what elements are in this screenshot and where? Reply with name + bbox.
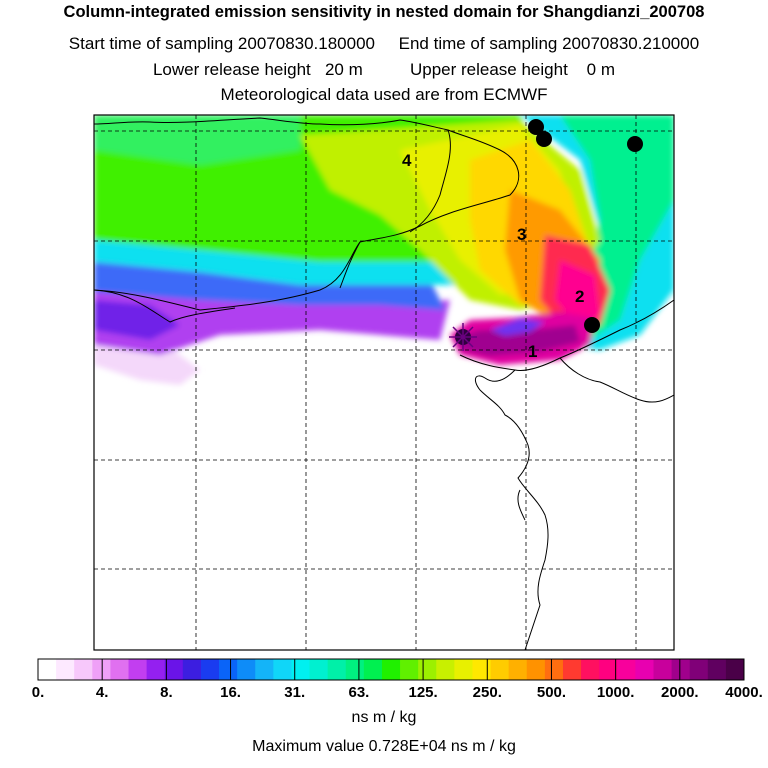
colorbar-swatch xyxy=(255,659,274,680)
colorbar-swatch xyxy=(689,659,709,680)
sensitivity-field xyxy=(94,115,674,650)
colorbar-swatch xyxy=(436,659,455,680)
release-height-line: Lower release height 20 m Upper release … xyxy=(152,60,616,79)
colorbar-swatch xyxy=(74,659,93,680)
colorbar-swatch xyxy=(472,659,492,680)
colorbar-swatch xyxy=(508,659,528,680)
colorbar-swatch xyxy=(273,659,292,680)
maximum-value-line: Maximum value 0.728E+04 ns m / kg xyxy=(252,738,516,755)
plume-label-1: 1 xyxy=(528,342,537,361)
black-dot-marker xyxy=(528,119,643,333)
colorbar-swatch xyxy=(345,659,365,680)
colorbar-tick-label: 4000. xyxy=(725,684,763,701)
colorbar-swatch xyxy=(200,659,220,680)
colorbar-tick-label: 63. xyxy=(348,684,370,701)
colorbar-swatch xyxy=(562,659,582,680)
colorbar-swatch xyxy=(707,659,727,680)
colorbar-swatch xyxy=(219,659,238,680)
colorbar-tick-label: 250. xyxy=(472,684,502,701)
colorbar-swatch xyxy=(454,659,473,680)
colorbar-swatch xyxy=(671,659,691,680)
colorbar-swatch xyxy=(164,659,184,680)
colorbar-swatch xyxy=(490,659,510,680)
map-title: Column-integrated emission sensitivity i… xyxy=(63,3,705,21)
colorbar-swatch xyxy=(110,659,130,680)
colorbar-units: ns m / kg xyxy=(351,709,417,726)
colorbar-swatch xyxy=(92,659,111,680)
colorbar-tick-label: 125. xyxy=(408,684,438,701)
meteorological-source-line: Meteorological data used are from ECMWF xyxy=(220,85,548,104)
colorbar-tick-label: 8. xyxy=(160,684,173,701)
plume-label-2: 2 xyxy=(575,287,584,306)
colorbar-tick-label: 16. xyxy=(220,684,241,701)
colorbar-swatch xyxy=(544,659,564,680)
colorbar-swatch xyxy=(725,659,745,680)
plume-labels: 1 2 3 4 xyxy=(402,151,584,361)
colorbar-swatch xyxy=(526,659,546,680)
colorbar-swatch xyxy=(581,659,600,680)
colorbar-swatch xyxy=(418,659,437,680)
colorbar-swatch xyxy=(128,659,148,680)
lat-lon-grid xyxy=(94,115,674,650)
colorbar-frame xyxy=(37,658,745,681)
plume-label-4: 4 xyxy=(402,151,412,170)
colorbar-swatch xyxy=(381,659,401,680)
coastlines xyxy=(94,117,674,650)
release-site-marker xyxy=(449,323,477,351)
colorbar-swatch xyxy=(599,659,618,680)
colorbar-tick-label: 2000. xyxy=(661,684,699,701)
plume-label-3: 3 xyxy=(517,225,526,244)
colorbar-swatch xyxy=(653,659,673,680)
colorbar-swatch xyxy=(146,659,166,680)
colorbar-swatch xyxy=(182,659,202,680)
colorbar-swatch xyxy=(56,659,75,680)
colorbar-swatch xyxy=(237,659,256,680)
colorbar-swatch xyxy=(38,659,57,680)
colorbar-swatch xyxy=(309,659,329,680)
colorbar xyxy=(37,658,745,681)
colorbar-swatch xyxy=(635,659,654,680)
colorbar-swatch xyxy=(617,659,636,680)
sampling-time-line: Start time of sampling 20070830.180000 E… xyxy=(68,34,700,53)
map-frame xyxy=(93,114,675,651)
colorbar-tick-label: 0. xyxy=(31,684,45,701)
colorbar-tick-label: 31. xyxy=(284,684,306,701)
colorbar-swatch xyxy=(363,659,383,680)
colorbar-tick-label: 1000. xyxy=(596,684,635,701)
colorbar-swatch xyxy=(327,659,347,680)
colorbar-tick-label: 4. xyxy=(95,684,109,701)
colorbar-tick-label: 500. xyxy=(536,684,567,701)
colorbar-swatch xyxy=(400,659,419,680)
colorbar-swatch xyxy=(291,659,311,680)
